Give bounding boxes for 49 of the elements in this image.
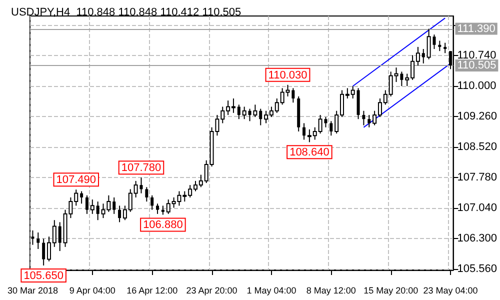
ref-line-label: 110.505 — [457, 59, 496, 72]
candlestick — [85, 194, 88, 214]
candlestick — [161, 205, 164, 216]
y-tick-label: 108.520 — [457, 141, 498, 154]
candlestick — [368, 114, 371, 128]
candlestick — [80, 190, 84, 204]
x-tick-label: 8 May 12:00 — [306, 286, 356, 296]
candlestick — [90, 198, 94, 214]
x-tick-label: 15 May 20:00 — [364, 286, 418, 296]
ref-line-label: 111.390 — [457, 22, 496, 35]
y-tick-label: 110.740 — [457, 50, 496, 62]
candlestick — [36, 232, 40, 250]
annotation: 105.650 — [24, 270, 64, 282]
y-tick-label: 109.260 — [457, 110, 498, 123]
y-tick-label: 106.300 — [457, 232, 498, 245]
candlestick — [156, 203, 160, 214]
x-tick-label: 16 Apr 12:00 — [126, 286, 178, 296]
candlestick — [330, 120, 333, 136]
candlestick — [444, 42, 447, 54]
candlestick — [422, 48, 425, 64]
candlestick — [118, 205, 122, 223]
candlestick — [292, 88, 295, 104]
annotation: 107.780 — [121, 162, 162, 174]
candlestick — [112, 196, 116, 214]
candlestick — [145, 186, 148, 202]
candlestick — [237, 104, 240, 120]
x-tick-label: 30 Mar 2018 — [7, 286, 58, 296]
candlestick — [150, 194, 154, 210]
annotation: 108.640 — [290, 146, 330, 159]
x-tick-label: 23 May 04:00 — [423, 286, 478, 296]
y-tick-label: 107.780 — [457, 172, 498, 184]
candlestick — [42, 238, 46, 266]
candlestick — [438, 40, 442, 52]
y-tick-label: 105.560 — [457, 263, 498, 276]
chart-title: USDJPY,H4 110.848 110.848 110.412 110.505 — [11, 6, 242, 18]
y-tick-label: 110.000 — [457, 80, 496, 92]
x-tick-label: 9 Apr 04:00 — [69, 286, 116, 296]
annotation: 106.880 — [143, 219, 183, 232]
annotation: 107.490 — [56, 174, 96, 186]
y-tick-label: 107.040 — [457, 202, 498, 214]
candlestick — [362, 110, 366, 126]
candlestick — [242, 106, 246, 120]
candlestick — [302, 122, 306, 140]
x-tick-label: 1 May 04:00 — [246, 286, 296, 296]
x-tick-label: 23 Apr 20:00 — [186, 286, 238, 296]
candlestick — [96, 201, 100, 221]
annotation: 110.030 — [268, 69, 308, 82]
candlestick — [58, 222, 62, 252]
candlestick — [259, 108, 262, 126]
